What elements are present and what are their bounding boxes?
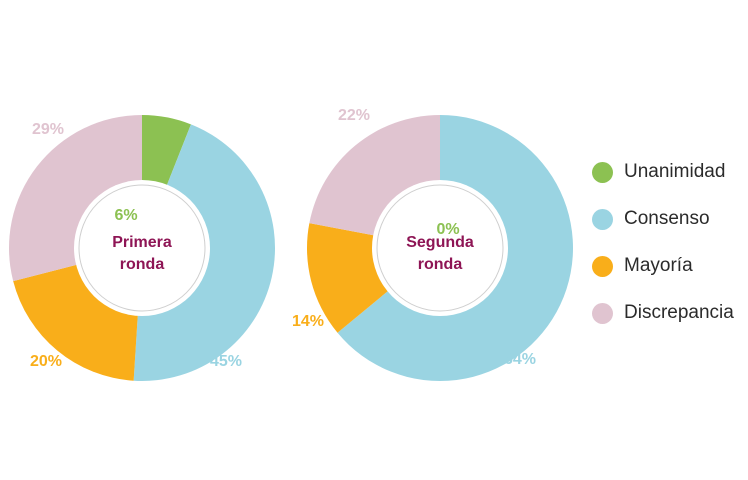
legend-label-discrepancia: Discrepancia xyxy=(624,302,734,323)
data-label-discrepancia: 22% xyxy=(338,107,370,124)
data-label-discrepancia: 29% xyxy=(32,121,64,138)
data-label-consenso: 64% xyxy=(504,351,536,368)
legend-swatch-unanimidad xyxy=(592,161,613,183)
legend: Unanimidad Consenso Mayoría Discrepancia xyxy=(592,160,748,348)
legend-swatch-mayoria xyxy=(592,255,613,277)
center-label: ronda xyxy=(120,256,165,273)
center-label: Primera xyxy=(112,234,172,251)
donut-hole xyxy=(74,180,210,316)
donut-hole xyxy=(372,180,508,316)
center-label: ronda xyxy=(418,256,463,273)
donut-inner-ring xyxy=(78,184,206,312)
legend-label-consenso: Consenso xyxy=(624,208,710,229)
data-label-unanimidad: 6% xyxy=(114,207,137,224)
legend-item-mayoria: Mayoría xyxy=(592,254,748,278)
legend-swatch-discrepancia xyxy=(592,302,613,324)
legend-item-consenso: Consenso xyxy=(592,207,748,231)
donut-inner-ring xyxy=(376,184,504,312)
data-label-mayoria: 14% xyxy=(292,313,324,330)
center-label: Segunda xyxy=(406,234,474,251)
legend-swatch-consenso xyxy=(592,208,613,230)
legend-label-mayoria: Mayoría xyxy=(624,255,693,276)
data-label-unanimidad: 0% xyxy=(436,221,459,238)
data-label-mayoria: 20% xyxy=(30,353,62,370)
legend-item-discrepancia: Discrepancia xyxy=(592,301,748,325)
legend-item-unanimidad: Unanimidad xyxy=(592,160,748,184)
data-label-consenso: 45% xyxy=(210,353,242,370)
legend-label-unanimidad: Unanimidad xyxy=(624,161,726,182)
